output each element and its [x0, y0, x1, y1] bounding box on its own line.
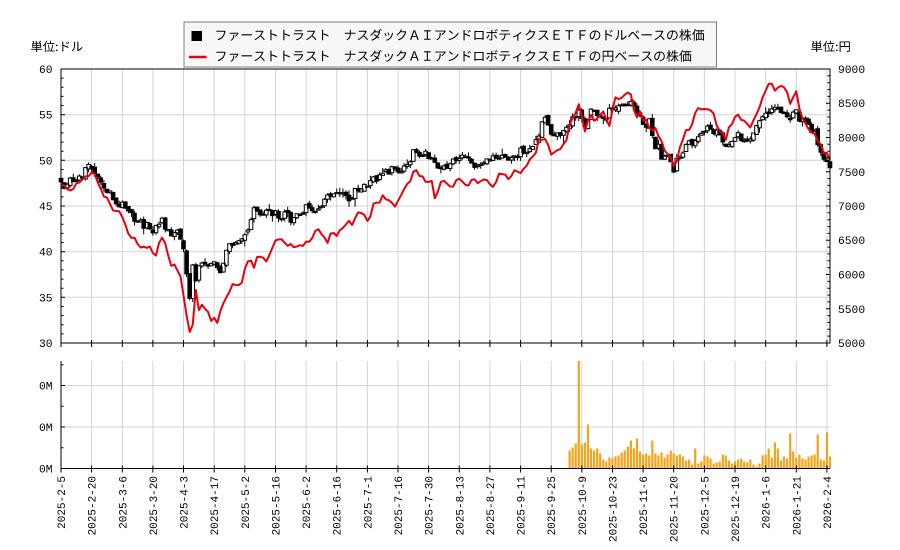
svg-text:2025-10-23: 2025-10-23 [609, 476, 621, 542]
svg-text:2025-7-1: 2025-7-1 [363, 476, 375, 529]
svg-text:2025-7-16: 2025-7-16 [394, 476, 406, 535]
svg-text:2025-7-30: 2025-7-30 [425, 476, 437, 535]
svg-text:2025-5-2: 2025-5-2 [241, 476, 253, 529]
svg-text:2025-5-16: 2025-5-16 [272, 476, 284, 535]
svg-text:7000: 7000 [838, 202, 865, 214]
svg-text:2025-12-5: 2025-12-5 [700, 476, 712, 535]
svg-text:55: 55 [39, 111, 53, 123]
svg-text:2025-8-13: 2025-8-13 [455, 476, 467, 535]
svg-text:35: 35 [39, 293, 53, 305]
svg-text:2026-1-21: 2026-1-21 [792, 476, 804, 536]
svg-text:0M: 0M [39, 423, 53, 435]
svg-text:2025-2-20: 2025-2-20 [88, 476, 100, 535]
svg-text:40: 40 [39, 248, 53, 260]
svg-text:2025-9-25: 2025-9-25 [547, 476, 559, 535]
svg-text:0M: 0M [39, 465, 53, 477]
svg-text:2025-3-6: 2025-3-6 [118, 476, 130, 529]
svg-text:2025-2-5: 2025-2-5 [57, 476, 69, 529]
svg-text:2026-1-6: 2026-1-6 [762, 476, 774, 529]
svg-text:8000: 8000 [838, 134, 865, 146]
svg-text:45: 45 [39, 202, 53, 214]
svg-text:2025-9-11: 2025-9-11 [517, 476, 529, 536]
svg-text:2025-6-2: 2025-6-2 [302, 476, 314, 529]
svg-text:2025-11-6: 2025-11-6 [639, 476, 651, 535]
svg-text:2025-4-3: 2025-4-3 [180, 476, 192, 529]
svg-text:8500: 8500 [838, 99, 865, 111]
svg-text:0M: 0M [39, 382, 53, 394]
svg-text:2026-2-4: 2026-2-4 [823, 476, 835, 529]
svg-text:5500: 5500 [838, 305, 865, 317]
svg-text:2025-3-20: 2025-3-20 [149, 476, 161, 535]
svg-text:2025-10-9: 2025-10-9 [578, 476, 590, 535]
svg-text:30: 30 [39, 339, 53, 351]
svg-text:50: 50 [39, 156, 53, 168]
svg-text:2025-6-16: 2025-6-16 [333, 476, 345, 535]
svg-text:2025-12-19: 2025-12-19 [731, 476, 743, 542]
svg-text:2025-8-27: 2025-8-27 [486, 476, 498, 535]
svg-text:5000: 5000 [838, 339, 865, 351]
svg-text:7500: 7500 [838, 168, 865, 180]
svg-text:6000: 6000 [838, 271, 865, 283]
svg-text:6500: 6500 [838, 236, 865, 248]
svg-text:60: 60 [39, 65, 53, 77]
svg-text:9000: 9000 [838, 65, 865, 77]
svg-text:2025-11-20: 2025-11-20 [670, 476, 682, 542]
svg-text:2025-4-17: 2025-4-17 [210, 476, 222, 535]
